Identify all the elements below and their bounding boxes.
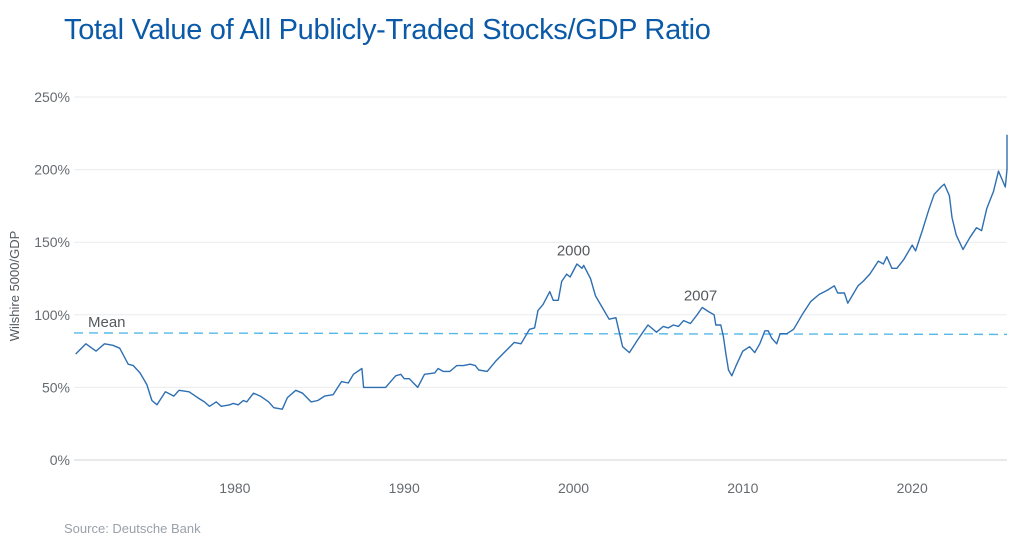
y-tick-label: 200%: [34, 162, 70, 178]
source-note: Source: Deutsche Bank: [64, 521, 201, 536]
y-tick-label: 250%: [34, 89, 70, 105]
x-tick-label: 2000: [558, 480, 589, 496]
mean-label: Mean: [88, 314, 126, 331]
annotation-2007: 2007: [684, 287, 717, 304]
grid-lines: [74, 96, 1007, 461]
x-tick-label: 2020: [897, 480, 928, 496]
y-tick-label: 100%: [34, 307, 70, 323]
annotation-2000: 2000: [557, 242, 590, 259]
y-tick-label: 50%: [42, 379, 70, 395]
x-tick-labels: 1980 1990 2000 2010 2020: [219, 480, 928, 496]
y-tick-label: 150%: [34, 234, 70, 250]
x-tick-label: 1980: [219, 480, 250, 496]
chart-title: Total Value of All Publicly-Traded Stock…: [64, 14, 711, 46]
x-tick-label: 1990: [389, 480, 420, 496]
mean-line: [73, 332, 1008, 336]
x-tick-label: 2010: [727, 480, 758, 496]
annotations: 2000 2007: [557, 242, 717, 304]
y-axis-label: Wilshire 5000/GDP: [7, 231, 22, 342]
y-tick-label: 0%: [50, 452, 70, 468]
series-line: [75, 134, 1008, 410]
y-tick-labels: 0% 50% 100% 150% 200% 250%: [34, 89, 70, 468]
